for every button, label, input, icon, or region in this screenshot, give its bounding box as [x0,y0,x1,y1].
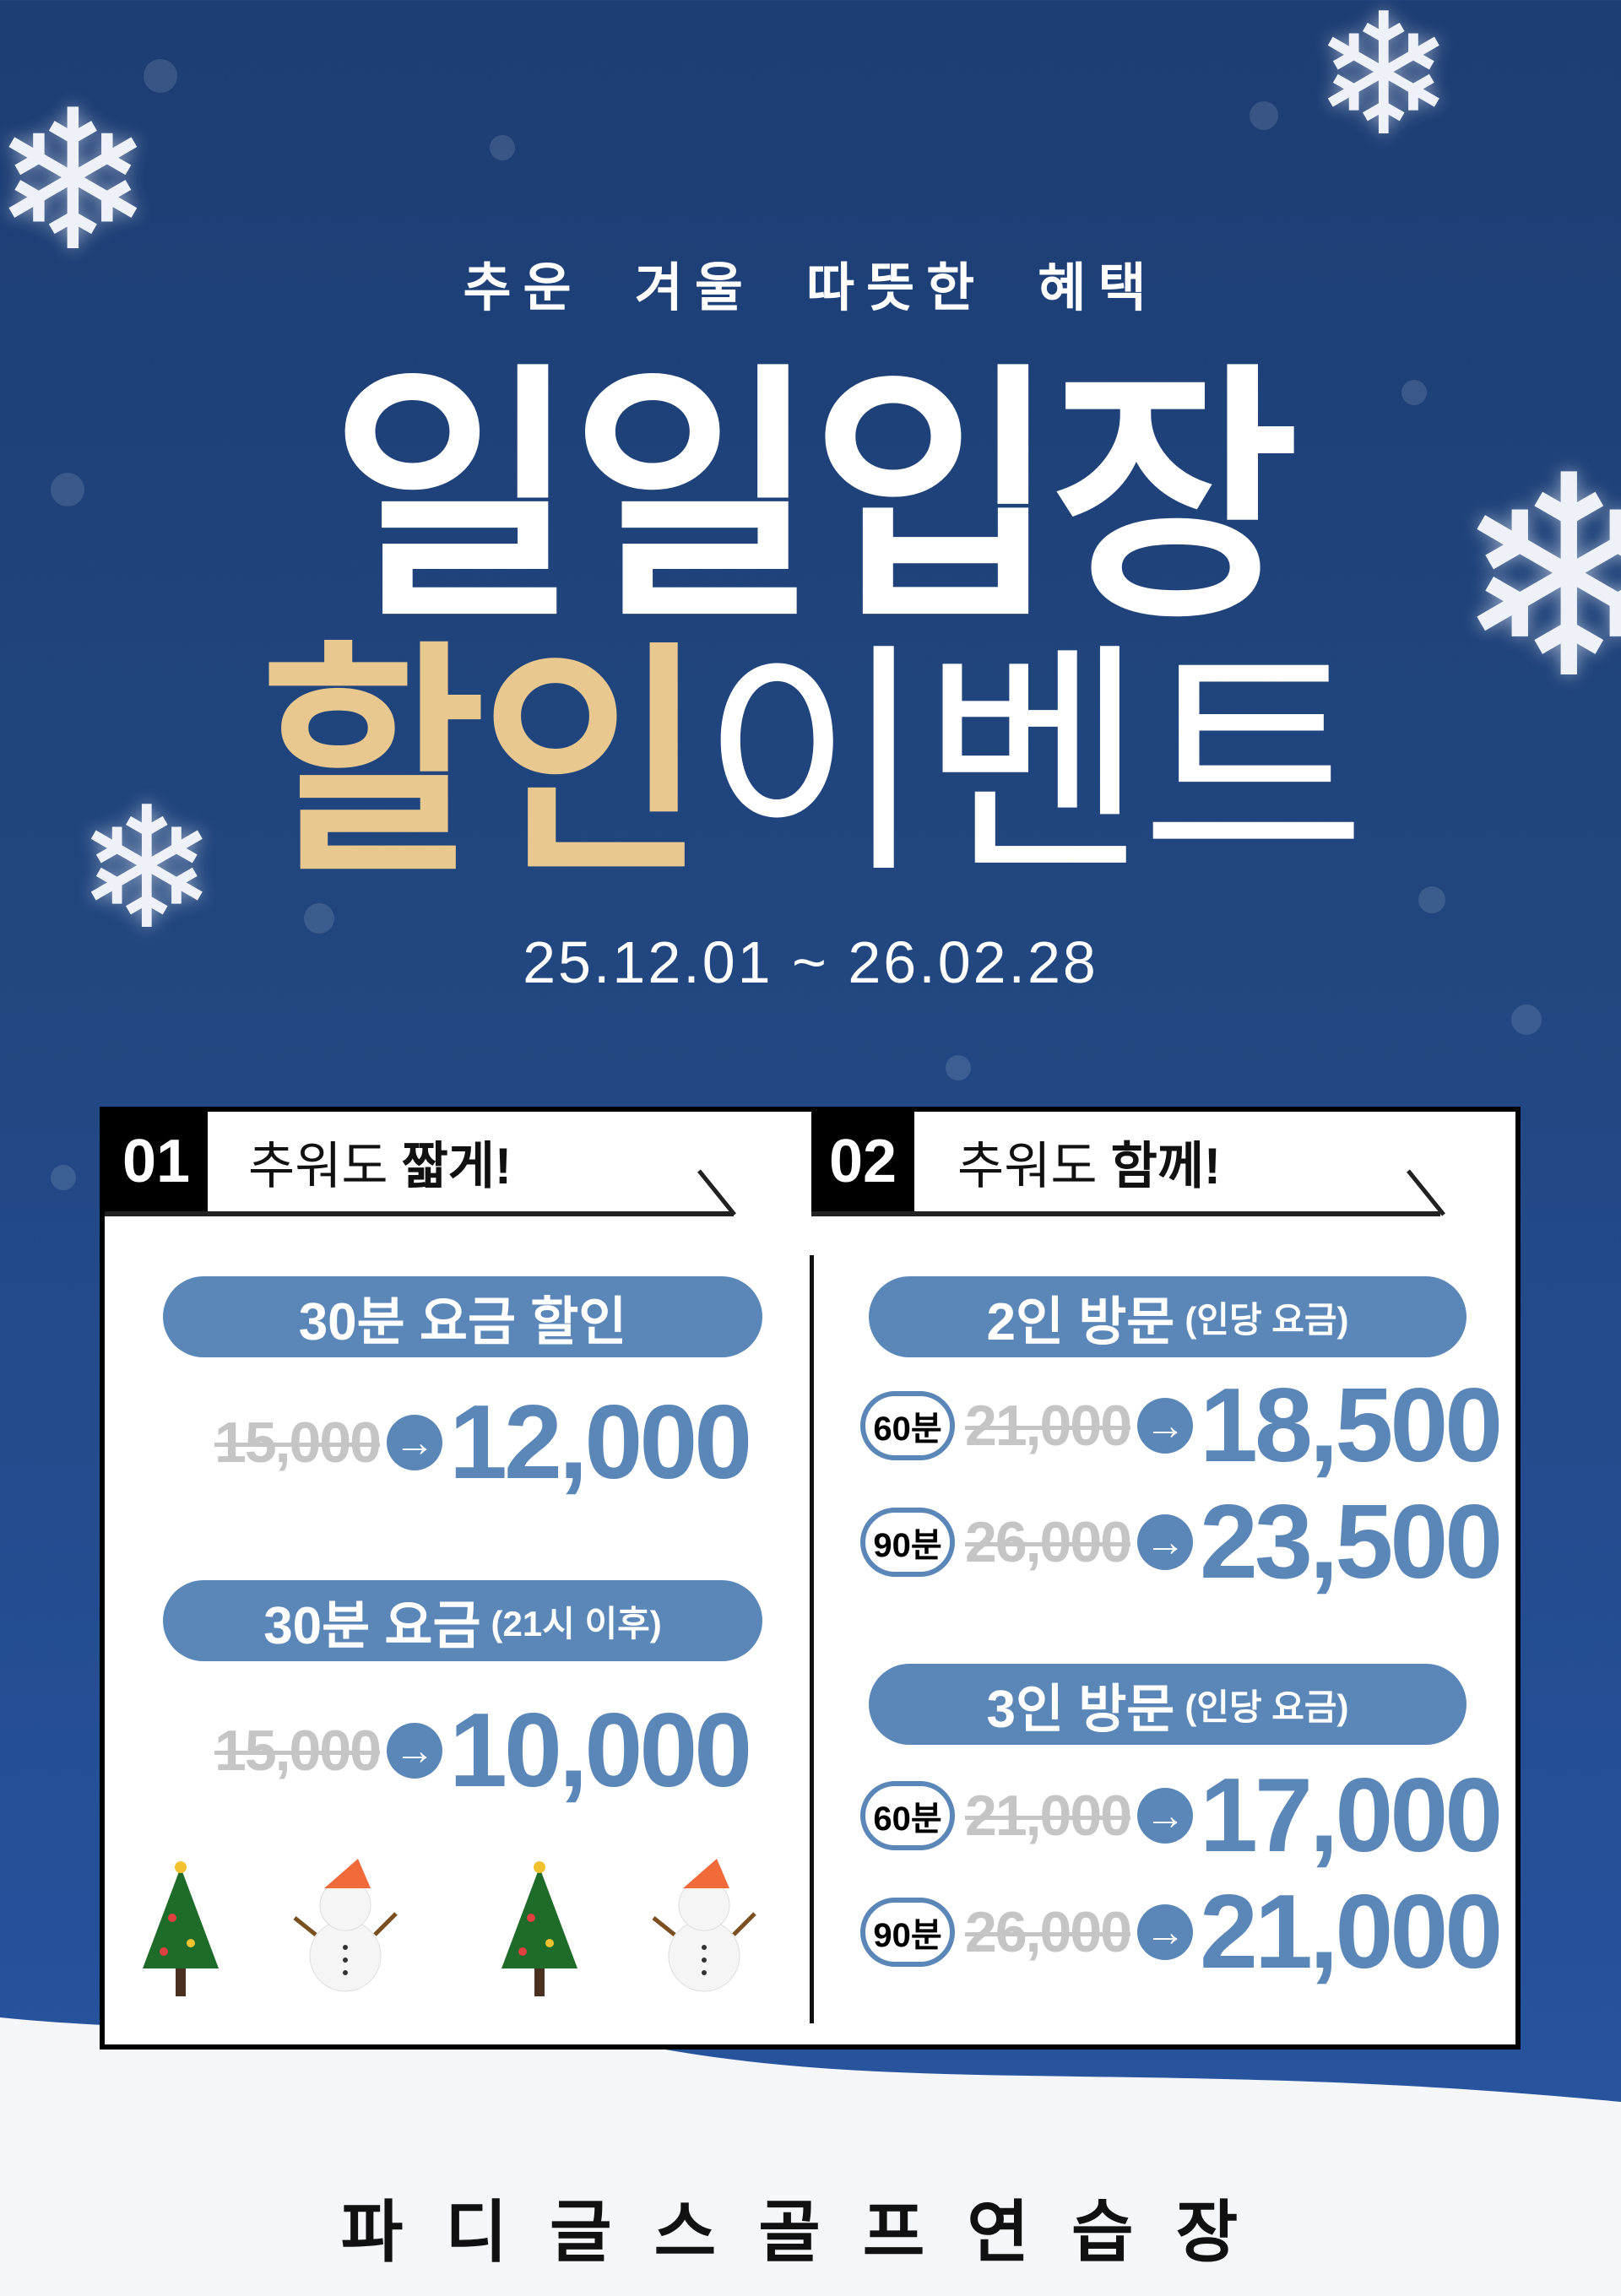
offer-note: (21시 이후) [491,1603,662,1643]
date-range: 25.12.01 ~ 26.02.28 [523,929,1098,995]
snow-dot [1511,1004,1542,1035]
title-line2: 할인이벤트 [0,642,1621,886]
arrow-icon: → [386,1723,442,1779]
tab-underline [811,1211,1440,1216]
group-title: 2인 방문 [986,1293,1175,1351]
snow-ground [0,2017,1621,2296]
arrow-icon: → [1136,1788,1193,1844]
tree-icon [501,1861,577,1996]
price-row: 90분 26,000 → 23,500 [860,1484,1503,1600]
section-label: 추워도 함께! [957,1112,1221,1211]
old-price: 15,000 [214,1719,382,1783]
offer-title: 30분 요금 [263,1597,481,1655]
snow-dot [51,473,84,506]
label-light: 추워도 [957,1137,1098,1194]
arrow-icon: → [1136,1514,1193,1570]
new-price: 12,000 [448,1384,752,1501]
arrow-icon: → [1136,1904,1193,1960]
duration-badge: 90분 [860,1898,955,1967]
new-price: 23,500 [1199,1484,1503,1600]
price-row: 60분 21,000 → 18,500 [860,1367,1503,1484]
tab-tail [697,1169,736,1216]
snow-dot [490,135,515,160]
group-pill: 3인 방문 (인당 요금) [869,1664,1466,1745]
offer-pill: 30분 요금 할인 [163,1276,762,1357]
new-price: 18,500 [1199,1367,1503,1484]
label-bold: 짧게! [401,1137,512,1194]
title-line1: 일일입장 [330,347,1299,649]
title-rest: 이벤트 [700,627,1366,901]
snowman-icon [652,1859,756,1992]
old-price: 26,000 [965,1510,1132,1574]
section-label: 추워도 짧게! [248,1112,512,1211]
arrow-icon: → [1136,1398,1193,1454]
offer-pill: 30분 요금 (21시 이후) [163,1580,762,1661]
snowflake-icon: ❄ [1313,0,1455,170]
section-number: 01 [105,1112,208,1211]
section-number: 02 [811,1112,914,1211]
label-bold: 함께! [1110,1137,1221,1194]
snow-dot [1418,886,1445,913]
group-pill: 2인 방문 (인당 요금) [869,1276,1466,1357]
tab-tail [1407,1169,1445,1216]
subtitle: 추운 겨울 따뜻한 혜택 [463,259,1158,317]
label-light: 추워도 [248,1137,388,1194]
old-price: 15,000 [214,1411,382,1475]
offer-title: 30분 요금 할인 [298,1293,627,1351]
duration-badge: 90분 [860,1508,955,1577]
snowflake-icon: ❄ [1452,422,1621,734]
price-row: 90분 26,000 → 21,000 [860,1874,1503,1990]
new-price: 10,000 [448,1692,752,1809]
duration-badge: 60분 [860,1391,955,1460]
tab-underline [105,1211,734,1216]
snow-dot [1250,101,1278,130]
snow-dot [51,1165,76,1190]
title-highlight: 할인 [259,627,706,901]
new-price: 17,000 [1199,1757,1503,1874]
snowman-icon [293,1859,398,1992]
price-row: 15,000 → 10,000 [214,1692,752,1809]
group-note: (인당 요금) [1185,1299,1349,1340]
snow-dot [1401,380,1427,405]
snow-dot [946,1055,971,1080]
old-price: 21,000 [965,1784,1132,1848]
tree-icon [143,1861,219,1996]
duration-badge: 60분 [860,1781,955,1850]
old-price: 21,000 [965,1394,1132,1458]
snow-dot [144,59,177,93]
new-price: 21,000 [1199,1874,1503,1990]
snowflake-icon: ❄ [0,73,155,290]
price-row: 15,000 → 12,000 [214,1384,752,1501]
snowflake-icon: ❄ [76,775,218,963]
price-row: 60분 21,000 → 17,000 [860,1757,1503,1874]
arrow-icon: → [386,1415,442,1470]
business-name: 파디글스골프연습장 [340,2195,1281,2270]
offer-box: 01 추워도 짧게! 02 추워도 함께! 30분 요금 할인 15,000 → 1… [100,1107,1521,2050]
old-price: 26,000 [965,1900,1132,1964]
column-divider [810,1255,814,2023]
group-note: (인당 요금) [1185,1687,1349,1727]
group-title: 3인 방문 [986,1681,1175,1739]
snow-dot [304,903,334,934]
